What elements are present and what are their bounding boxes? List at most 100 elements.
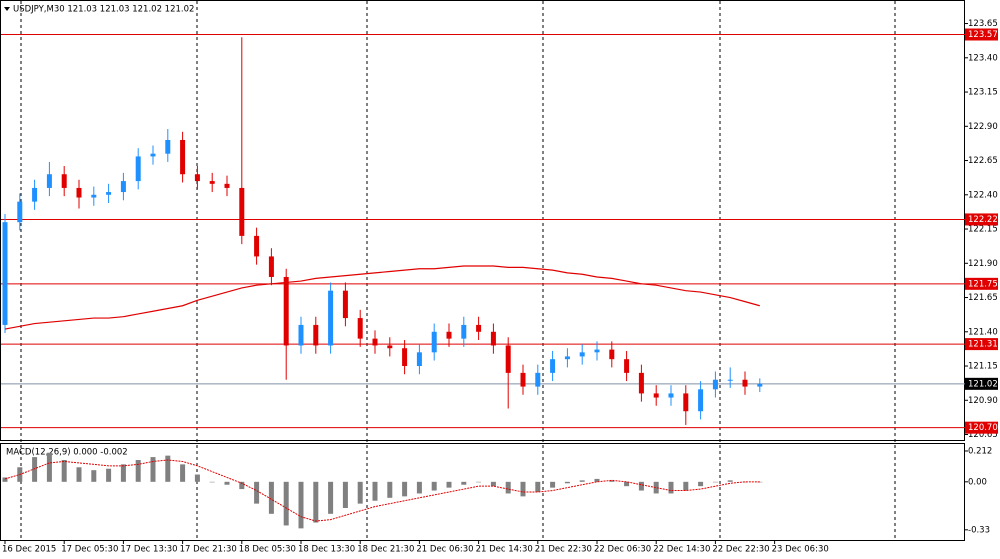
current-price-label: 121.02	[968, 379, 998, 389]
macd-bar	[357, 481, 363, 504]
candle-body	[579, 352, 585, 357]
level-tag	[965, 421, 998, 434]
y-tick-label: 121.40	[968, 327, 998, 337]
macd-bar	[742, 481, 748, 483]
level-label: 121.75	[968, 279, 998, 289]
candle-body	[32, 187, 38, 202]
macd-bar	[209, 481, 215, 483]
candle-body	[17, 201, 23, 223]
macd-bar	[668, 481, 674, 494]
main-panel-frame	[0, 0, 965, 441]
macd-bar	[490, 481, 496, 487]
candle-body	[550, 359, 556, 373]
macd-bar	[165, 455, 171, 482]
level-tag	[965, 28, 998, 41]
x-tick-label: 17 Dec 05:30	[61, 545, 118, 555]
candle-body	[268, 256, 274, 277]
candle-body	[387, 345, 393, 349]
level-label: 120.70	[968, 423, 998, 433]
macd-bar	[446, 481, 452, 488]
candle-body	[46, 174, 52, 188]
macd-bar	[416, 481, 422, 494]
candle-body	[313, 324, 319, 346]
candle-body	[283, 276, 289, 346]
macd-bar	[268, 481, 274, 514]
level-label: 123.57	[968, 30, 998, 40]
candle-body	[683, 393, 689, 412]
x-tick-label: 16 Dec 2015	[2, 545, 56, 555]
level-label: 121.31	[968, 340, 998, 350]
x-tick-label: 21 Dec 14:30	[476, 545, 533, 555]
macd-bar	[283, 481, 289, 526]
macd-bar	[32, 457, 38, 482]
macd-bar	[46, 452, 52, 482]
y-tick-label: 121.65	[968, 293, 998, 303]
x-tick-label: 21 Dec 06:30	[416, 545, 473, 555]
candle-body	[446, 331, 452, 339]
candle-body	[357, 318, 363, 339]
y-tick-label: 121.15	[968, 362, 998, 372]
y-tick-label: 121.90	[968, 259, 998, 269]
macd-bar	[91, 470, 97, 482]
macd-signal	[4, 459, 760, 522]
x-tick-label: 22 Dec 14:30	[653, 545, 710, 555]
y-tick-label: 122.65	[968, 156, 998, 166]
macd-bar	[194, 474, 200, 482]
macd-bar	[150, 457, 156, 482]
candle-body	[254, 235, 260, 257]
x-tick-label: 22 Dec 22:30	[712, 545, 769, 555]
macd-bar	[402, 481, 408, 497]
candle-body	[668, 393, 674, 398]
candle-body	[698, 389, 704, 412]
y-tick-label: 122.15	[968, 225, 998, 235]
candle-body	[165, 139, 171, 154]
y-tick-label: 120.90	[968, 396, 998, 406]
macd-bar	[564, 481, 570, 484]
level-tag	[965, 277, 998, 290]
macd-bar	[609, 480, 615, 482]
macd-bar	[224, 481, 230, 485]
candle-body	[624, 359, 630, 373]
macd-bar	[461, 481, 467, 485]
macd-bar	[535, 481, 541, 492]
candle-body	[742, 379, 748, 387]
macd-y-tick-label: 0.00	[968, 477, 987, 487]
x-tick-label: 23 Dec 06:30	[772, 545, 829, 555]
candle-body	[402, 348, 408, 367]
chart-title: USDJPY,M30 121.03 121.03 121.02 121.02	[13, 5, 194, 15]
macd-bar	[180, 464, 186, 482]
menu-arrow[interactable]	[4, 7, 10, 11]
candle-body	[609, 349, 615, 360]
macd-bar	[106, 468, 112, 482]
macd-bar	[328, 481, 334, 514]
macd-bar	[239, 481, 245, 490]
macd-bar	[61, 460, 67, 482]
y-tick-label: 122.90	[968, 122, 998, 132]
candle-body	[505, 345, 511, 373]
macd-bar	[550, 481, 556, 488]
macd-bar	[431, 481, 437, 491]
level-tag	[965, 338, 998, 351]
macd-y-tick-label: 0.212	[968, 446, 992, 456]
level-label: 122.22	[968, 215, 998, 225]
candle-body	[298, 324, 304, 346]
candle-body	[594, 349, 600, 353]
macd-panel-frame	[0, 443, 965, 541]
moving-average	[4, 265, 760, 330]
macd-y-tick-label: -0.33	[968, 525, 990, 535]
macd-bar	[653, 481, 659, 494]
macd-bar	[698, 481, 704, 487]
candle-body	[416, 352, 422, 367]
candle-body	[490, 331, 496, 346]
macd-bar	[505, 481, 511, 494]
level-tag	[965, 213, 998, 226]
candle-body	[239, 187, 245, 236]
y-tick-label: 123.40	[968, 53, 998, 63]
macd-bar	[76, 467, 82, 482]
candle-body	[150, 153, 156, 157]
y-tick-label: 123.15	[968, 88, 998, 98]
candle-body	[727, 379, 733, 381]
candle-body	[76, 187, 82, 198]
candle-body	[520, 372, 526, 387]
